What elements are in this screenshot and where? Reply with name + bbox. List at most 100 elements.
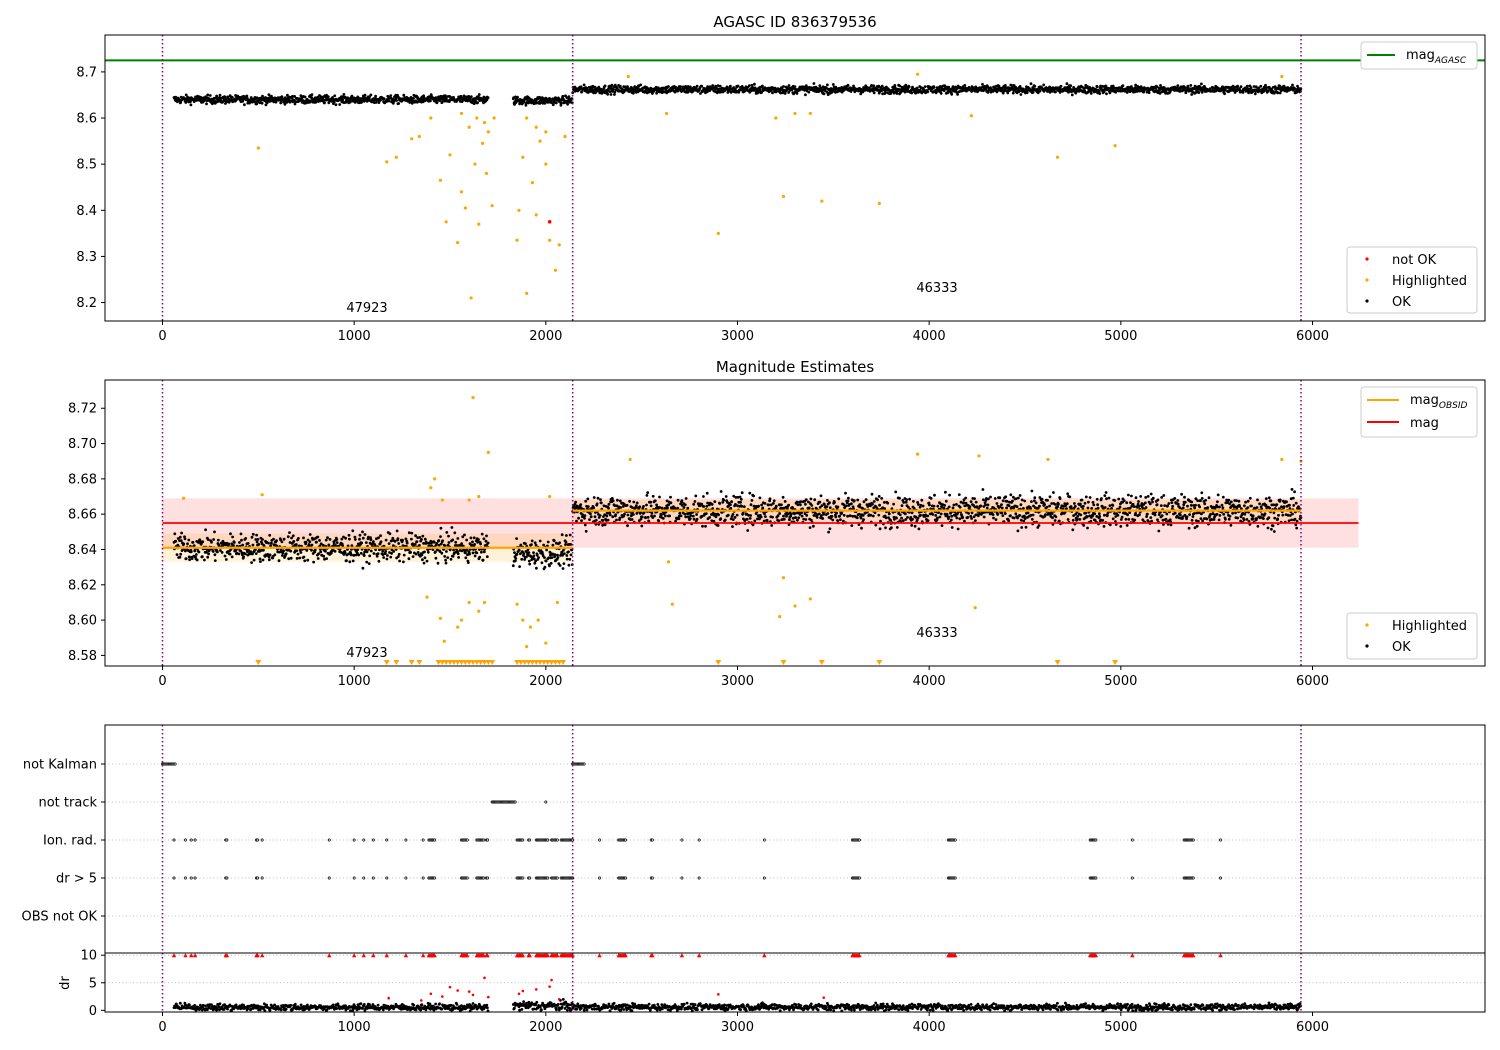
panel-1-highlighted-point — [563, 134, 567, 139]
panel-2-ok-point — [583, 516, 586, 520]
panel-2-ok-point — [1038, 504, 1041, 508]
panel-2-ok-point — [1016, 516, 1019, 520]
panel-1-highlighted-point — [916, 72, 920, 76]
panel-2-ok-point — [1001, 514, 1005, 517]
panel-1-ok-point — [1253, 92, 1257, 96]
panel-2-ok-point — [961, 516, 965, 519]
panel-2-ok-point — [567, 550, 570, 554]
panel-2-ok-point — [826, 512, 830, 515]
panel-1-ok-point — [893, 84, 897, 87]
panel-2-ok-point — [877, 513, 881, 517]
panel-2-ok-point — [425, 541, 428, 545]
panel-1-title: AGASC ID 836379536 — [713, 13, 876, 31]
panel-1-highlighted-point — [548, 238, 552, 242]
panel-2-ok-point — [1100, 497, 1103, 500]
panel-1-highlighted-point — [473, 162, 477, 166]
panel-2-ok-point — [1116, 513, 1120, 517]
panel-1-ok-point — [877, 84, 881, 88]
panel-2-ok-point — [969, 500, 973, 503]
panel-2-ok-point — [1022, 519, 1026, 523]
panel-1-highlighted-point — [484, 171, 489, 175]
panel-2-ok-point — [767, 503, 771, 507]
panel-1-ok-point — [1018, 85, 1022, 88]
panel-1-ok-point — [554, 101, 558, 105]
panel-2-ok-point — [560, 533, 564, 537]
panel-2-ok-point — [475, 551, 479, 555]
panel-2-ok-point — [345, 559, 348, 563]
panel-2-ok-point — [750, 499, 754, 502]
panel-2-ok-point — [950, 514, 954, 518]
panel-2-ok-point — [254, 552, 258, 555]
panel-2-ok-point — [239, 532, 243, 536]
panel-2-ok-point — [952, 503, 956, 507]
panel-2-ok-point — [898, 513, 902, 517]
panel-1-ok-point — [1291, 83, 1294, 87]
panel-2-ok-point — [477, 538, 480, 541]
panel-1-ok-point — [1176, 84, 1180, 87]
panel-1-ok-point — [1259, 84, 1263, 88]
panel-2-ok-point — [1143, 501, 1147, 505]
panel-2-ok-point — [583, 523, 587, 527]
panel-2-ok-point — [626, 524, 629, 528]
panel-1-ok-point — [613, 93, 616, 96]
panel-2-ok-point — [1120, 515, 1124, 519]
panel-2-ok-point — [568, 557, 572, 561]
panel-1-highlighted-point — [530, 181, 535, 185]
panel-2-ok-point — [1132, 505, 1136, 508]
panel-2-ok-point — [532, 551, 535, 554]
panel-2-ok-point — [447, 541, 451, 544]
panel-2-ok-point — [589, 515, 593, 519]
panel-2-ok-point — [528, 562, 532, 566]
panel-2-ok-point — [919, 513, 922, 517]
panel-2-ok-point — [876, 498, 879, 502]
panel-1-ok-point — [342, 93, 346, 96]
panel-2-ok-point — [1097, 512, 1101, 516]
panel-2-ok-point — [856, 498, 860, 502]
panel-1-ok-point — [812, 82, 816, 85]
panel-2-ok-point — [243, 552, 247, 556]
panel-2-ok-point — [1078, 518, 1082, 521]
panel-2-ok-point — [912, 507, 916, 510]
panel-2-ok-point — [739, 500, 742, 504]
panel-2-ok-point — [799, 500, 803, 504]
panel-1-ok-point — [621, 87, 624, 91]
panel-1-ok-point — [753, 82, 756, 86]
panel-2-ok-point — [1030, 500, 1033, 503]
panel-1-ok-point — [892, 88, 895, 91]
panel-2-ok-point — [358, 537, 361, 541]
panel-2-ok-point — [377, 559, 381, 563]
panel-2-ok-point — [702, 495, 705, 498]
panel-2-ok-point — [705, 504, 709, 508]
panel-1-ytick-label-8.2: 8.2 — [76, 296, 97, 311]
panel-2-ok-point — [357, 553, 361, 557]
panel-1-ok-point — [1069, 84, 1073, 88]
panel-2-ok-point — [1122, 499, 1126, 503]
panel-1-ok-point — [224, 97, 228, 101]
panel-1-ok-point — [782, 85, 785, 88]
panel-2-ok-point — [409, 551, 412, 554]
panel-2-ok-point — [318, 539, 321, 542]
panel-2-ok-point — [436, 561, 440, 565]
panel-2-ok-point — [369, 538, 373, 542]
panel-2-ok-point — [659, 513, 663, 517]
panel-1-ok-point — [593, 85, 597, 89]
panel-2-ok-point — [192, 544, 196, 547]
panel-1-ok-point — [374, 101, 378, 104]
panel-2-ok-point — [926, 514, 930, 518]
panel-2-ok-point — [664, 514, 667, 518]
panel-2-ok-point — [776, 514, 780, 518]
panel-1-ok-point — [826, 93, 830, 96]
panel-2-ok-point — [882, 501, 886, 504]
panel-2-ok-point — [457, 556, 460, 559]
panel-2-ok-point — [804, 518, 808, 521]
panel-1-ok-point — [831, 83, 835, 86]
panel-2-ok-point — [1150, 519, 1153, 523]
panel-1-ok-point — [595, 89, 599, 93]
panel-2-ok-point — [1103, 506, 1107, 509]
panel-1-legend-highlighted-marker — [1365, 278, 1369, 282]
panel-2-ok-point — [1118, 505, 1122, 509]
panel-1-legend-notok-marker — [1365, 257, 1369, 261]
panel-2-ok-point — [567, 563, 571, 567]
panel-2-ok-point — [479, 542, 482, 546]
panel-2-ok-point — [1051, 516, 1054, 520]
